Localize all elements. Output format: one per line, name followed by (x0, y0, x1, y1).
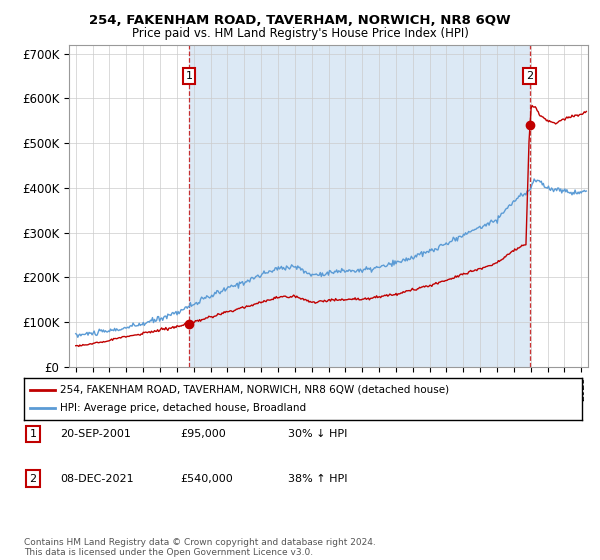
Text: 254, FAKENHAM ROAD, TAVERHAM, NORWICH, NR8 6QW (detached house): 254, FAKENHAM ROAD, TAVERHAM, NORWICH, N… (60, 385, 449, 395)
Text: £95,000: £95,000 (180, 429, 226, 439)
Text: £540,000: £540,000 (180, 474, 233, 484)
Text: 2: 2 (526, 71, 533, 81)
Text: 08-DEC-2021: 08-DEC-2021 (60, 474, 134, 484)
Text: Price paid vs. HM Land Registry's House Price Index (HPI): Price paid vs. HM Land Registry's House … (131, 27, 469, 40)
Text: 1: 1 (185, 71, 193, 81)
Text: 254, FAKENHAM ROAD, TAVERHAM, NORWICH, NR8 6QW: 254, FAKENHAM ROAD, TAVERHAM, NORWICH, N… (89, 14, 511, 27)
Text: 30% ↓ HPI: 30% ↓ HPI (288, 429, 347, 439)
Text: 38% ↑ HPI: 38% ↑ HPI (288, 474, 347, 484)
Text: HPI: Average price, detached house, Broadland: HPI: Average price, detached house, Broa… (60, 403, 307, 413)
Text: 1: 1 (29, 429, 37, 439)
Bar (189, 45, 530, 367)
Text: 2: 2 (29, 474, 37, 484)
Text: 20-SEP-2001: 20-SEP-2001 (60, 429, 131, 439)
Text: Contains HM Land Registry data © Crown copyright and database right 2024.
This d: Contains HM Land Registry data © Crown c… (24, 538, 376, 557)
